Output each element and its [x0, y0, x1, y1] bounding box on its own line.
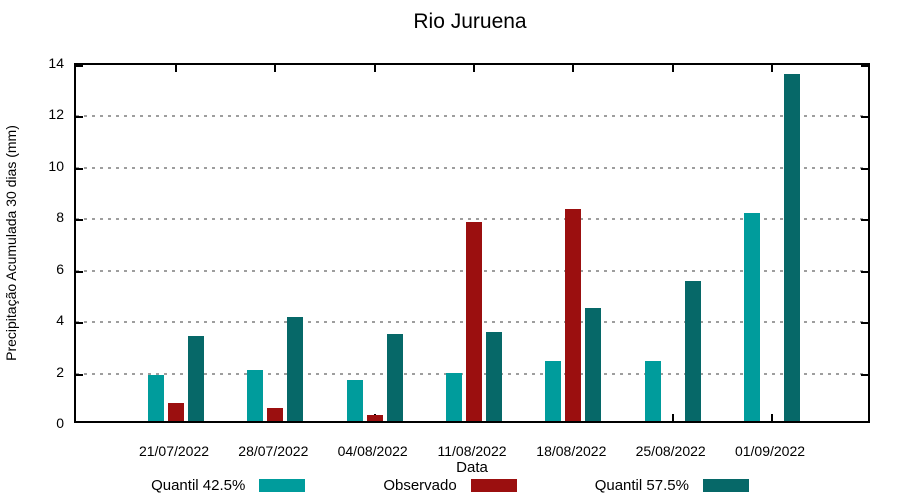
y-tick — [861, 167, 868, 170]
y-tick — [861, 322, 868, 325]
bar — [168, 403, 184, 421]
x-tick-label: 04/08/2022 — [337, 443, 408, 459]
legend: Quantil 42.5% Observado Quantil 57.5% — [0, 475, 900, 495]
x-tick-label: 25/08/2022 — [635, 443, 706, 459]
y-tick-label: 0 — [56, 415, 64, 431]
legend-swatch — [702, 478, 749, 492]
gridline — [76, 166, 868, 169]
legend-label: Quantil 57.5% — [594, 476, 689, 494]
x-tick — [671, 65, 674, 72]
y-tick-label: 4 — [56, 312, 64, 329]
y-tick — [76, 167, 83, 170]
x-tick — [771, 414, 773, 421]
legend-swatch — [470, 478, 517, 492]
bar — [565, 208, 582, 421]
bar — [386, 333, 403, 421]
bar — [247, 369, 264, 421]
bar — [267, 408, 284, 421]
x-tick — [671, 414, 674, 421]
y-tick-label: 8 — [56, 209, 64, 226]
bar — [684, 280, 701, 421]
chart-title: Rio Juruena — [413, 10, 527, 33]
bar — [545, 360, 562, 421]
bar — [446, 373, 462, 421]
x-tick-label: 28/07/2022 — [238, 443, 309, 459]
bar — [744, 212, 760, 421]
x-tick-label: 11/08/2022 — [437, 443, 507, 459]
x-tick-label: 01/09/2022 — [734, 443, 806, 459]
x-axis-title: Data — [456, 459, 488, 476]
y-tick — [76, 421, 83, 423]
x-tick — [771, 65, 773, 72]
y-tick — [76, 116, 83, 119]
legend-item: Quantil 42.5% — [151, 476, 306, 494]
legend-label: Quantil 42.5% — [151, 476, 246, 494]
y-tick — [76, 65, 83, 67]
x-tick — [572, 65, 575, 72]
y-tick — [76, 270, 83, 273]
legend-item: Quantil 57.5% — [595, 477, 749, 494]
y-tick-label: 2 — [56, 363, 64, 380]
x-tick — [175, 65, 177, 72]
bar — [644, 360, 661, 421]
bar — [188, 336, 204, 421]
bar — [148, 374, 164, 421]
y-tick — [76, 322, 83, 325]
y-tick — [861, 421, 868, 423]
x-tick — [373, 65, 376, 72]
y-tick — [861, 65, 868, 67]
x-tick — [473, 65, 475, 72]
y-tick — [861, 270, 868, 273]
y-tick-label: 10 — [48, 157, 64, 174]
bar — [366, 414, 383, 421]
y-tick — [861, 219, 868, 222]
gridline — [76, 115, 868, 118]
x-tick-label: 21/07/2022 — [138, 443, 210, 459]
y-tick-label: 6 — [56, 260, 64, 277]
plot-area — [74, 63, 870, 423]
y-tick-label: 14 — [48, 55, 64, 71]
y-tick — [76, 373, 83, 376]
bar — [784, 73, 800, 421]
y-tick-label: 12 — [48, 106, 64, 123]
y-tick — [76, 219, 83, 222]
legend-label: Observado — [383, 476, 457, 494]
x-tick-label: 18/08/2022 — [536, 443, 607, 459]
legend-item: Observado — [383, 476, 517, 494]
x-tick — [274, 65, 277, 72]
bar — [346, 379, 363, 421]
bar — [466, 221, 482, 421]
bar — [585, 307, 602, 421]
y-tick — [861, 116, 868, 119]
bar — [287, 316, 304, 421]
y-axis-title: Precipitação Acumulada 30 dias (mm) — [3, 125, 19, 361]
bar — [486, 332, 502, 421]
legend-swatch — [259, 478, 306, 492]
gridline — [76, 218, 868, 221]
y-tick — [861, 373, 868, 376]
